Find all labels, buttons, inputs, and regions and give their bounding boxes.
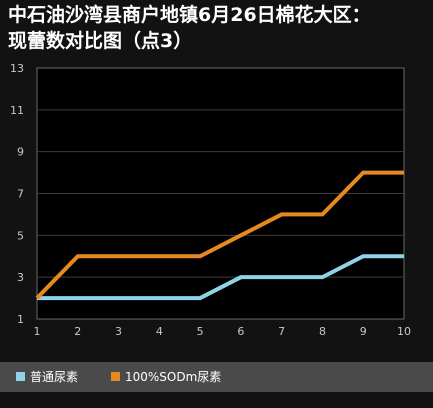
legend-item-series-2: 100%SODm尿素 [111,370,221,384]
x-tick-label-2: 2 [74,325,81,338]
legend-label-series-1: 普通尿素 [30,370,79,384]
x-tick-label-10: 10 [397,325,411,338]
chart-title: 中石油沙湾县商户地镇6月26日棉花大区： 现蕾数对比图（点3） [8,2,428,54]
x-tick-label-4: 4 [156,325,163,338]
y-tick-label-9: 9 [17,146,24,159]
y-tick-label-3: 3 [17,271,24,284]
y-tick-label-11: 11 [10,104,24,117]
x-tick-label-9: 9 [360,325,367,338]
legend-item-series-1: 普通尿素 [16,370,78,384]
series-line-2 [35,170,404,300]
y-tick-label-7: 7 [17,188,24,201]
x-tick-label-7: 7 [278,325,285,338]
legend-label-series-2: 100%SODm尿素 [125,370,222,384]
y-tick-label-5: 5 [17,229,24,242]
x-tick-label-5: 5 [197,325,204,338]
chart-title-line-2: 现蕾数对比图（点3） [8,30,193,52]
y-tick-label-1: 1 [17,313,24,326]
x-tick-label-6: 6 [237,325,244,338]
series-line-1 [37,254,404,301]
chart-title-line-1: 中石油沙湾县商户地镇6月26日棉花大区： [8,4,371,26]
x-tick-label-1: 1 [34,325,41,338]
x-tick-label-3: 3 [115,325,122,338]
legend-swatch-series-1 [16,372,25,381]
y-tick-label-13: 13 [10,62,24,75]
legend-swatch-series-2 [111,372,120,381]
x-tick-label-8: 8 [319,325,326,338]
chart-legend: 普通尿素 100%SODm尿素 [0,362,433,392]
